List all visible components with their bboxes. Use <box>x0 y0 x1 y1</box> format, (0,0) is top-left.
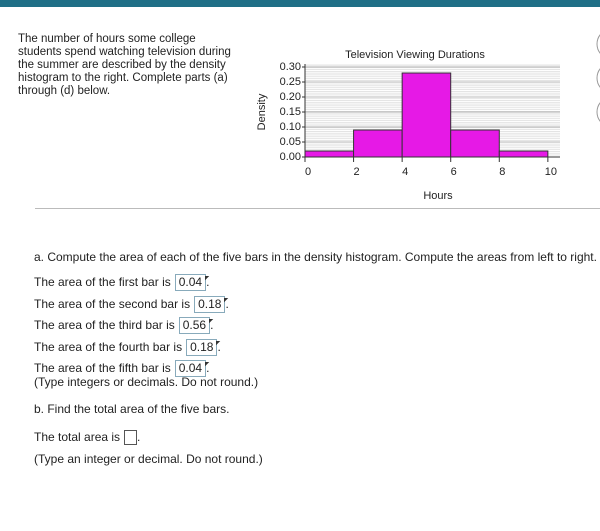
x-axis-label: Hours <box>423 190 453 202</box>
top-bar <box>0 0 600 7</box>
part-a-note: (Type integers or decimals. Do not round… <box>34 375 259 389</box>
answer-text: The area of the fifth bar is <box>34 361 171 375</box>
side-button[interactable] <box>596 97 600 127</box>
y-tick-label: 0.30 <box>280 61 301 73</box>
part-b-note: (Type an integer or decimal. Do not roun… <box>34 452 263 466</box>
answer-value[interactable]: 0.18 <box>186 338 218 356</box>
side-button[interactable] <box>596 63 600 93</box>
part-a-prompt: a. Compute the area of each of the five … <box>34 250 597 264</box>
answer-line: The area of the second bar is 0.18. <box>34 295 229 313</box>
answer-value[interactable]: 0.18 <box>194 295 226 313</box>
y-tick-label: 0.00 <box>280 151 301 163</box>
chart-title: Television Viewing Durations <box>345 49 485 61</box>
bar <box>401 72 452 158</box>
answer-value[interactable]: 0.04 <box>174 360 207 377</box>
part-b-prompt: b. Find the total area of the five bars. <box>34 402 230 416</box>
x-tick-label: 4 <box>402 166 408 178</box>
y-tick-label: 0.10 <box>280 121 301 133</box>
bar <box>353 129 403 158</box>
y-tick-label: 0.05 <box>280 136 301 148</box>
x-tick-label: 8 <box>499 166 505 178</box>
answer-line: The area of the third bar is 0.56. <box>34 317 214 334</box>
chart: Television Viewing Durations Density Hou… <box>256 29 600 202</box>
x-tick-label: 0 <box>305 166 311 178</box>
intro-text: The number of hours some college student… <box>18 33 231 97</box>
answer-line: The area of the fourth bar is 0.18. <box>34 338 221 356</box>
answer-text: The area of the first bar is <box>34 275 171 289</box>
x-tick-label: 6 <box>451 166 457 178</box>
bar <box>304 150 355 158</box>
answer-line: The area of the fifth bar is 0.04. <box>34 360 210 377</box>
x-tick-label: 2 <box>354 166 360 178</box>
answer-box[interactable] <box>124 430 138 446</box>
y-axis-label: Density <box>256 93 268 130</box>
answer-line: The area of the first bar is 0.04. <box>34 274 210 291</box>
y-tick-label: 0.15 <box>280 106 301 118</box>
bar <box>498 150 549 158</box>
answer-value[interactable]: 0.56 <box>178 317 211 334</box>
y-tick-label: 0.25 <box>280 76 301 88</box>
x-tick-label: 10 <box>545 166 557 178</box>
answer-text: The area of the fourth bar is <box>34 339 183 354</box>
answer-text: The area of the third bar is <box>34 318 175 332</box>
divider <box>35 208 600 209</box>
side-button[interactable] <box>596 29 600 59</box>
part-b-line: The total area is. <box>34 430 141 446</box>
answer-value[interactable]: 0.04 <box>174 274 207 291</box>
y-tick-label: 0.20 <box>280 91 301 103</box>
part-b-text: The total area is <box>34 430 121 444</box>
bar <box>450 129 500 158</box>
answer-text: The area of the second bar is <box>34 296 191 311</box>
